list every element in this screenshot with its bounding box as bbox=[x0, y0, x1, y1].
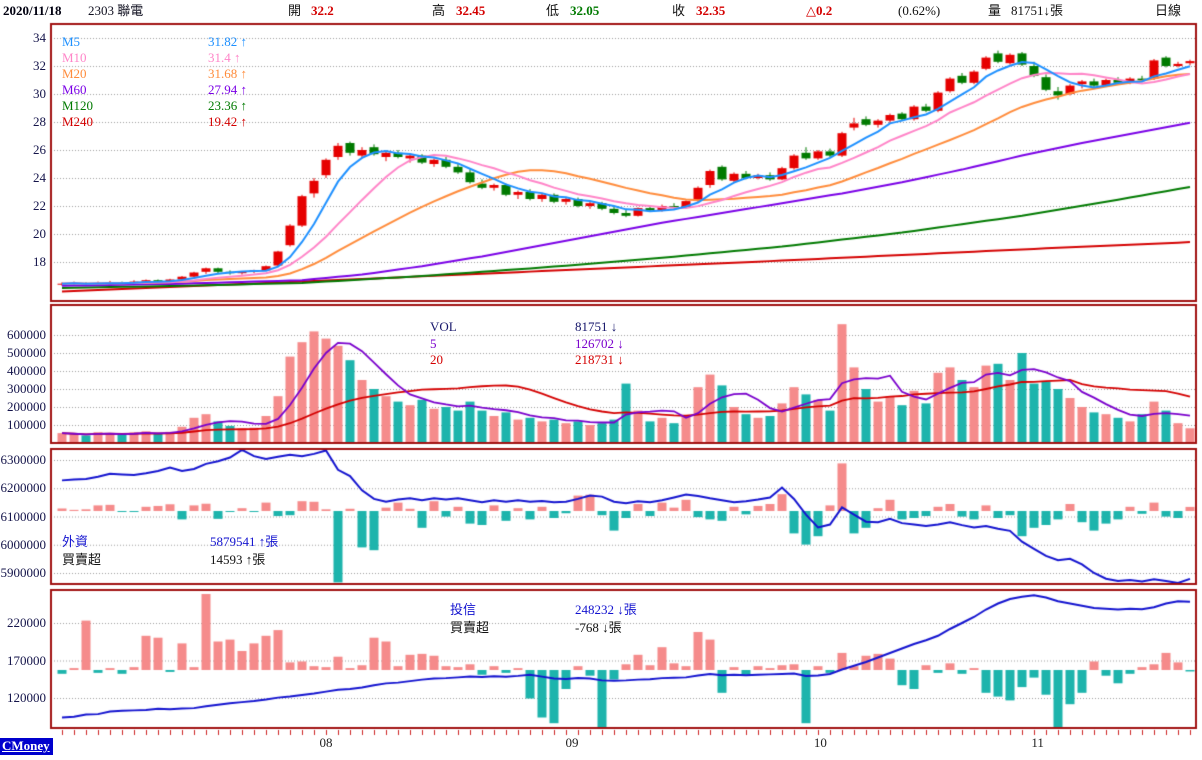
cmoney-logo[interactable]: CMoney bbox=[0, 738, 53, 755]
change-value: △0.2 bbox=[806, 3, 833, 18]
ma-legend-label-m240: M240 bbox=[62, 114, 94, 129]
trust-axis-tick: 120000 bbox=[7, 690, 46, 705]
volume-axis-tick: 200000 bbox=[7, 399, 46, 414]
price-axis-tick: 34 bbox=[33, 30, 46, 45]
trust-legend-label: 投信 bbox=[450, 602, 477, 617]
month-label-11: 11 bbox=[1031, 735, 1044, 750]
high-value: 32.45 bbox=[456, 3, 486, 18]
trust-legend-value: -768 ↓張 bbox=[575, 620, 622, 635]
ma-legend-value-m60: 27.94 ↑ bbox=[208, 82, 247, 97]
low-value: 32.05 bbox=[570, 3, 600, 18]
vol-legend-label: 20 bbox=[430, 352, 443, 367]
foreign-legend-label: 買賣超 bbox=[62, 552, 102, 567]
foreign-legend-label: 外資 bbox=[62, 534, 89, 549]
vol-legend-value: 81751 ↓ bbox=[575, 319, 618, 334]
open-label: 開 bbox=[288, 3, 302, 18]
vol-legend-label: 5 bbox=[430, 336, 437, 351]
volume-axis-tick: 400000 bbox=[7, 363, 46, 378]
high-label: 高 bbox=[432, 3, 446, 18]
month-label-09: 09 bbox=[565, 735, 579, 750]
trust-axis-tick: 170000 bbox=[7, 652, 46, 668]
price-axis-tick: 24 bbox=[33, 170, 46, 185]
ma-legend-value-m120: 23.36 ↑ bbox=[208, 98, 247, 113]
month-label-10: 10 bbox=[813, 735, 827, 750]
price-axis-tick: 22 bbox=[33, 198, 46, 213]
volume-axis-tick: 300000 bbox=[7, 381, 46, 396]
ma-legend-label-m60: M60 bbox=[62, 82, 87, 97]
foreign-legend-value: 5879541 ↑張 bbox=[210, 534, 279, 549]
foreign-axis-tick: 6000000 bbox=[0, 536, 47, 552]
open-value: 32.2 bbox=[311, 3, 334, 18]
period-selector[interactable]: 日線 bbox=[1155, 3, 1182, 18]
foreign-axis-tick: 6300000 bbox=[0, 452, 47, 467]
vol-legend-value: 218731 ↓ bbox=[575, 352, 624, 367]
volume-label: 量 bbox=[988, 3, 1002, 18]
foreign-axis-tick: 5900000 bbox=[0, 565, 47, 580]
volume-axis-tick: 600000 bbox=[7, 327, 46, 342]
month-label-08: 08 bbox=[319, 735, 333, 750]
ma-legend-value-m240: 19.42 ↑ bbox=[208, 114, 247, 129]
trust-legend-value: 248232 ↓張 bbox=[575, 602, 637, 617]
close-label: 收 bbox=[672, 3, 686, 18]
price-axis-tick: 30 bbox=[33, 86, 46, 101]
volume-axis-tick: 500000 bbox=[7, 345, 46, 360]
foreign-legend-value: 14593 ↑張 bbox=[210, 552, 266, 567]
change-pct-value: (0.62%) bbox=[898, 3, 941, 18]
vol-legend-value: 126702 ↓ bbox=[575, 336, 624, 351]
trust-legend-label: 買賣超 bbox=[450, 620, 490, 635]
price-axis-tick: 26 bbox=[33, 142, 46, 157]
trust-axis-tick: 220000 bbox=[7, 615, 46, 630]
foreign-axis-tick: 6200000 bbox=[0, 480, 47, 496]
price-axis-tick: 28 bbox=[33, 114, 46, 129]
ma-legend-label-m10: M10 bbox=[62, 50, 87, 65]
price-axis-tick: 32 bbox=[33, 58, 46, 73]
ma-legend-value-m10: 31.4 ↑ bbox=[208, 50, 241, 65]
price-axis-tick: 20 bbox=[33, 226, 46, 241]
date-label: 2020/11/18 bbox=[3, 3, 62, 18]
volume-value: 81751↓張 bbox=[1011, 3, 1064, 18]
ma-legend-value-m20: 31.68 ↑ bbox=[208, 66, 247, 81]
stock-id-name[interactable]: 2303 聯電 bbox=[88, 3, 144, 18]
ma-legend-label-m20: M20 bbox=[62, 66, 87, 81]
low-label: 低 bbox=[546, 3, 560, 18]
close-value: 32.35 bbox=[696, 3, 726, 18]
ma-legend-value-m5: 31.82 ↑ bbox=[208, 34, 247, 49]
foreign-axis-tick: 6100000 bbox=[0, 508, 47, 524]
ma-legend-label-m5: M5 bbox=[62, 34, 81, 49]
vol-legend-label: VOL bbox=[430, 319, 457, 334]
ma-legend-label-m120: M120 bbox=[62, 98, 94, 113]
price-axis-tick: 18 bbox=[33, 254, 46, 269]
volume-axis-tick: 100000 bbox=[7, 417, 46, 432]
